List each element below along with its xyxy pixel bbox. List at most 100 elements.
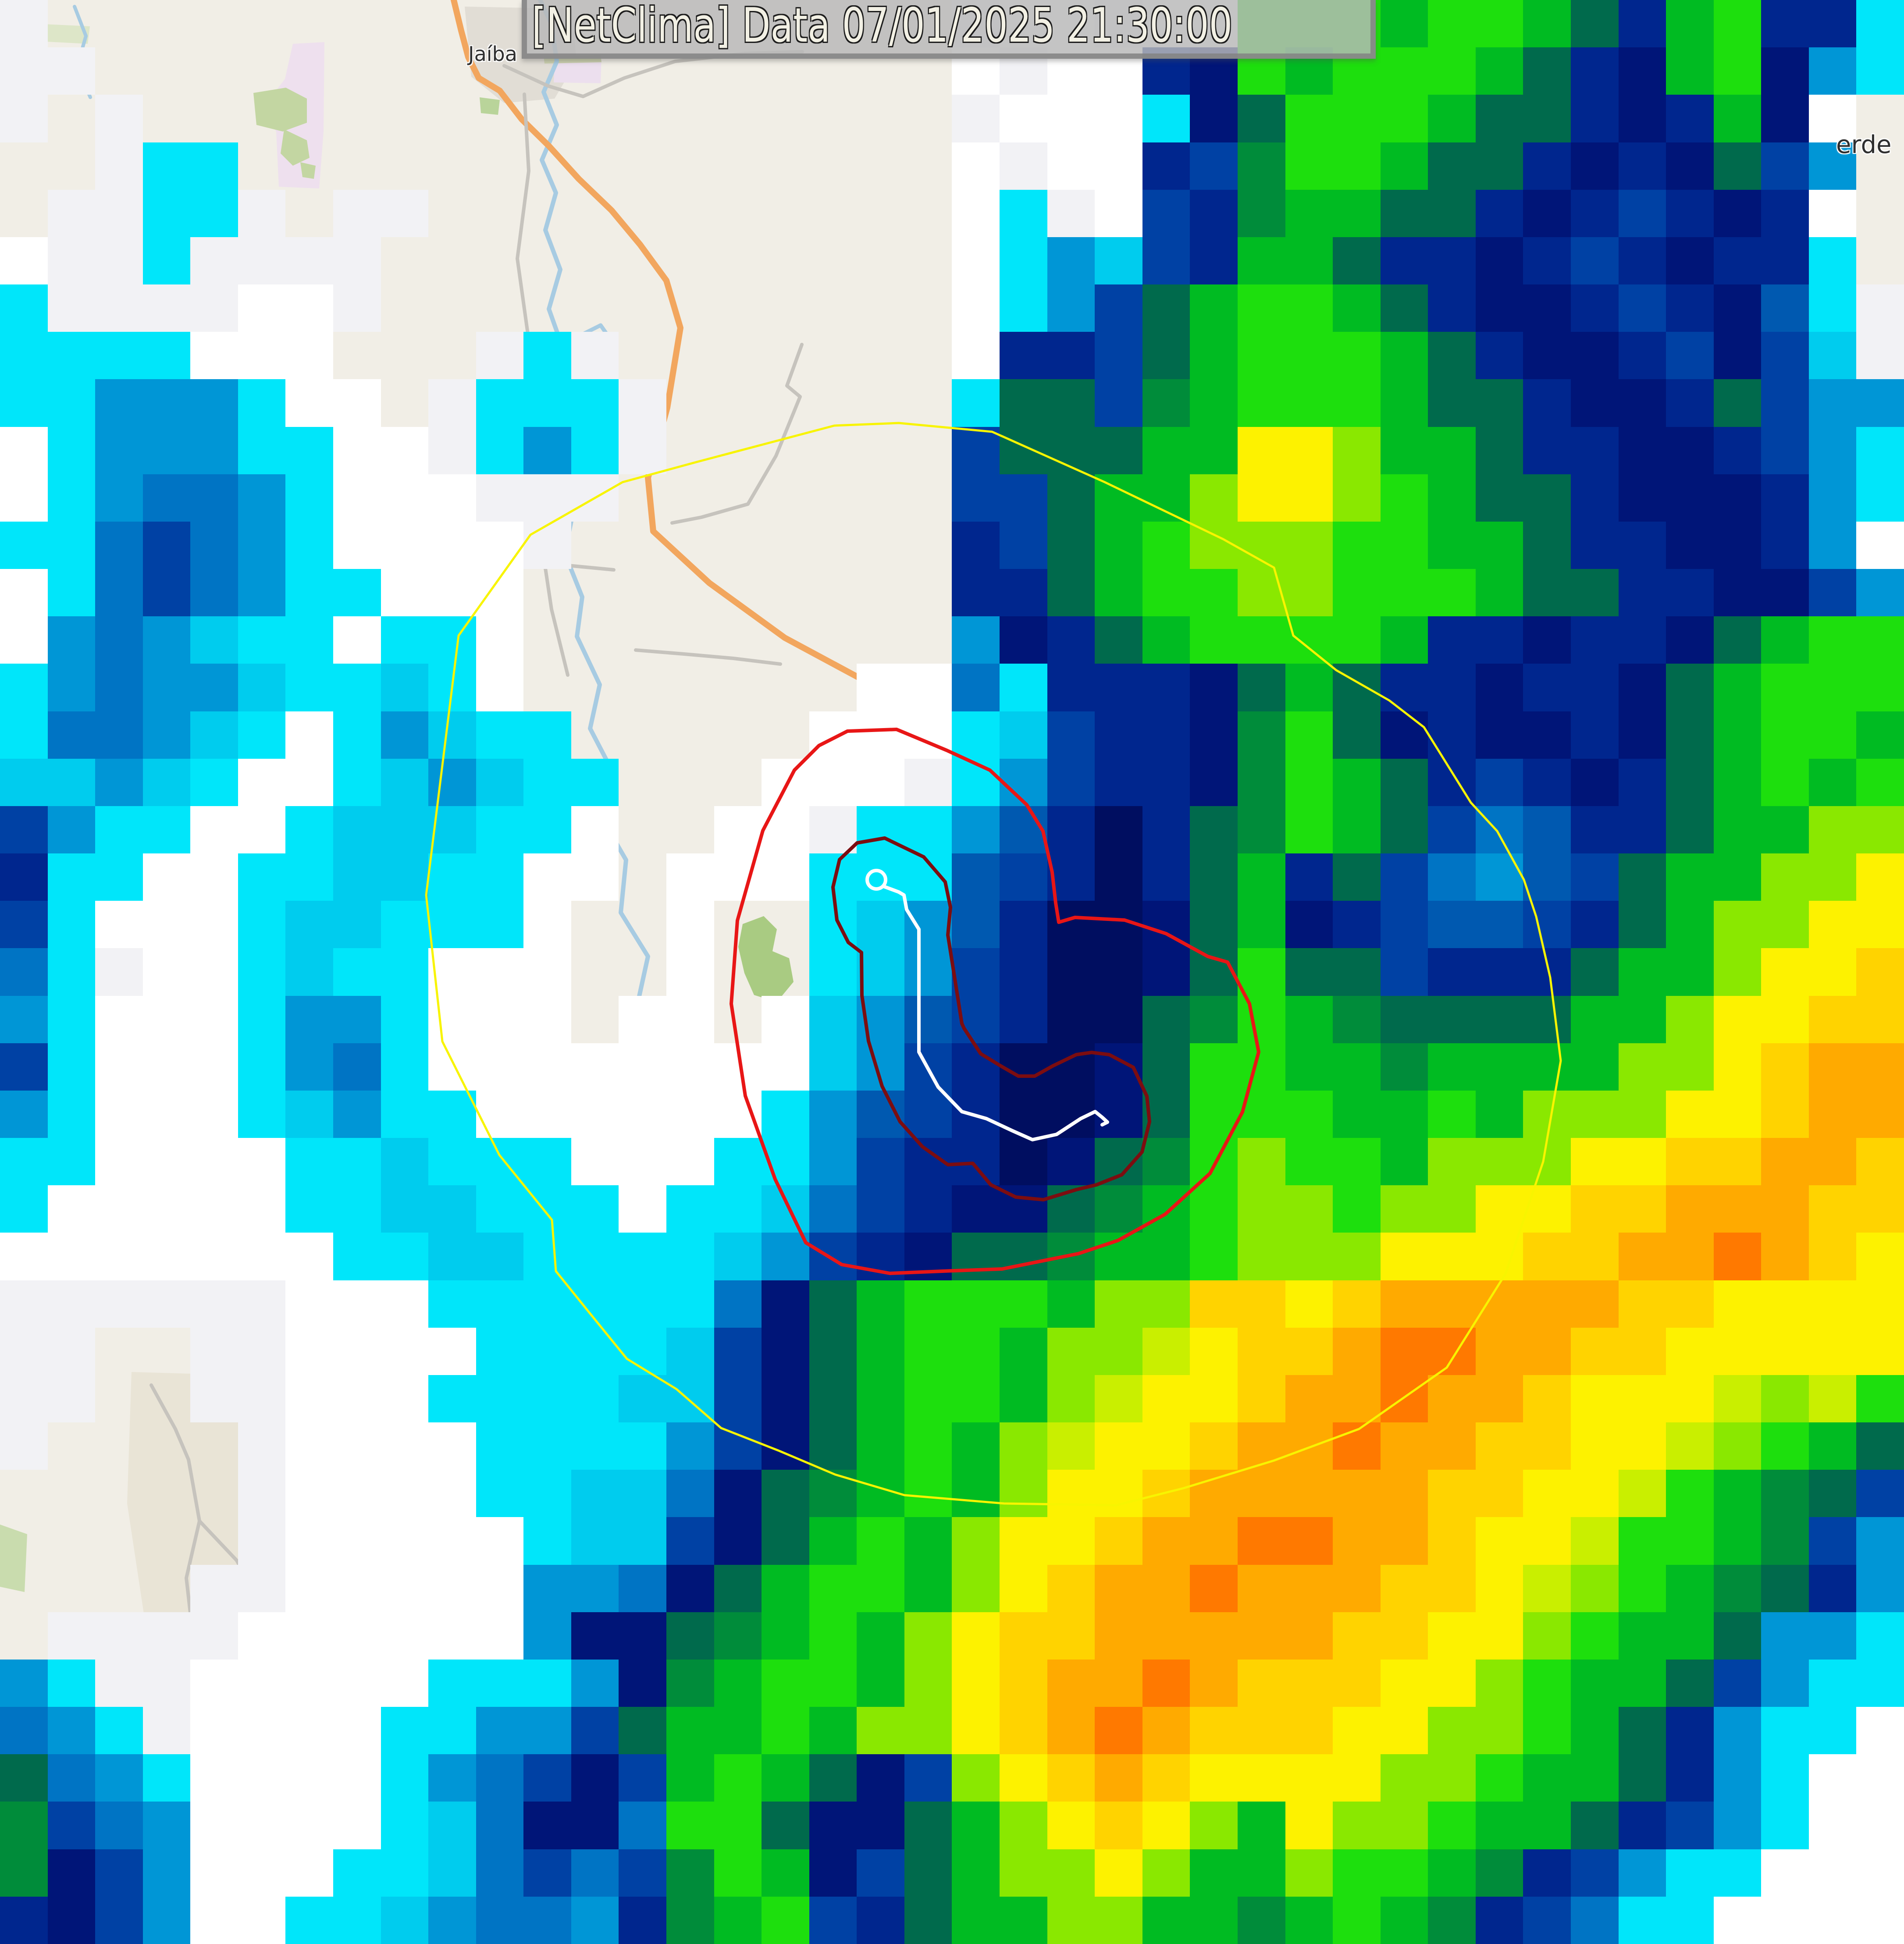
radar-cell xyxy=(1095,1422,1142,1470)
radar-cell xyxy=(1380,284,1428,332)
radar-cell xyxy=(47,379,96,427)
radar-cell xyxy=(571,806,619,854)
radar-cell xyxy=(0,1327,48,1375)
radar-cell xyxy=(1523,1849,1571,1897)
radar-cell xyxy=(1808,1138,1857,1186)
radar-cell xyxy=(1190,1612,1238,1660)
radar-cell xyxy=(190,1754,238,1802)
radar-cell xyxy=(1570,995,1619,1043)
park-near-jaiba xyxy=(480,97,500,115)
radar-cell xyxy=(47,1612,96,1660)
radar-cell xyxy=(1713,1280,1762,1328)
radar-cell xyxy=(1808,142,1857,190)
radar-cell xyxy=(1000,616,1047,664)
radar-cell xyxy=(1523,664,1571,711)
radar-cell xyxy=(1237,1185,1285,1233)
radar-cell xyxy=(1713,142,1762,190)
radar-cell xyxy=(619,1564,667,1612)
radar-cell xyxy=(1285,1802,1333,1849)
radar-cell xyxy=(142,379,191,427)
radar-cell xyxy=(1380,426,1428,474)
radar-cell xyxy=(1713,1612,1762,1660)
radar-cell xyxy=(1190,948,1238,996)
radar-cell xyxy=(1570,142,1619,190)
radar-cell xyxy=(0,1849,48,1897)
radar-cell xyxy=(1713,1327,1762,1375)
radar-cell xyxy=(1808,284,1857,332)
radar-cell xyxy=(1428,1849,1476,1897)
radar-cell xyxy=(1856,664,1904,711)
radar-cell xyxy=(1713,1090,1762,1138)
radar-cell xyxy=(1808,379,1857,427)
radar-cell xyxy=(190,853,238,901)
radar-cell xyxy=(1713,1185,1762,1233)
radar-cell xyxy=(1523,569,1571,617)
radar-cell xyxy=(1618,47,1666,95)
radar-cell xyxy=(428,1517,476,1565)
radar-cell xyxy=(666,1707,714,1755)
radar-cell xyxy=(428,474,476,522)
radar-cell xyxy=(571,1517,619,1565)
radar-cell xyxy=(1523,1517,1571,1565)
radar-cell xyxy=(476,806,524,854)
radar-cell xyxy=(1475,1375,1523,1423)
radar-cell xyxy=(47,1327,96,1375)
radar-cell xyxy=(1523,806,1571,854)
radar-cell xyxy=(1000,995,1047,1043)
radar-cell xyxy=(1047,948,1095,996)
radar-cell xyxy=(190,995,238,1043)
radar-cell xyxy=(1333,1470,1381,1518)
radar-cell xyxy=(904,1707,952,1755)
radar-cell xyxy=(0,47,48,95)
radar-cell xyxy=(1237,711,1285,759)
radar-cell xyxy=(1047,711,1095,759)
radar-cell xyxy=(238,1233,286,1280)
radar-cell xyxy=(1761,948,1809,996)
radar-cell xyxy=(381,1043,429,1091)
radar-cell xyxy=(476,474,524,522)
radar-cell xyxy=(904,1564,952,1612)
radar-cell xyxy=(476,758,524,806)
radar-cell xyxy=(1047,1043,1095,1091)
radar-cell xyxy=(1761,1327,1809,1375)
radar-cell xyxy=(762,1470,809,1518)
radar-cell xyxy=(1856,474,1904,522)
radar-cell xyxy=(381,1090,429,1138)
radar-cell xyxy=(381,1612,429,1660)
radar-cell xyxy=(1428,1896,1476,1944)
radar-cell xyxy=(1475,664,1523,711)
radar-cell xyxy=(285,1043,334,1091)
radar-cell xyxy=(952,1707,1000,1755)
radar-cell xyxy=(1666,284,1714,332)
radar-cell xyxy=(1095,521,1142,569)
radar-cell xyxy=(190,948,238,996)
radar-cell xyxy=(1570,616,1619,664)
radar-cell xyxy=(523,1517,571,1565)
radar-cell xyxy=(1523,1043,1571,1091)
radar-cell xyxy=(47,758,96,806)
radar-cell xyxy=(1808,1564,1857,1612)
radar-cell xyxy=(1142,711,1190,759)
radar-cell xyxy=(1475,806,1523,854)
radar-cell xyxy=(1570,1612,1619,1660)
radar-cell xyxy=(571,1564,619,1612)
radar-cell xyxy=(1761,1802,1809,1849)
radar-cell xyxy=(1761,1375,1809,1423)
radar-cell xyxy=(714,806,762,854)
radar-cell xyxy=(714,1659,762,1707)
radar-cell xyxy=(666,1564,714,1612)
radar-cell xyxy=(1428,1517,1476,1565)
radar-cell xyxy=(1285,1659,1333,1707)
radar-cell xyxy=(1142,237,1190,285)
radar-cell xyxy=(238,1138,286,1186)
radar-cell xyxy=(238,995,286,1043)
radar-cell xyxy=(238,616,286,664)
radar-cell xyxy=(238,1043,286,1091)
radar-cell xyxy=(47,1754,96,1802)
radar-cell xyxy=(1808,711,1857,759)
radar-cell xyxy=(571,1470,619,1518)
radar-cell xyxy=(0,1707,48,1755)
radar-cell xyxy=(0,569,48,617)
